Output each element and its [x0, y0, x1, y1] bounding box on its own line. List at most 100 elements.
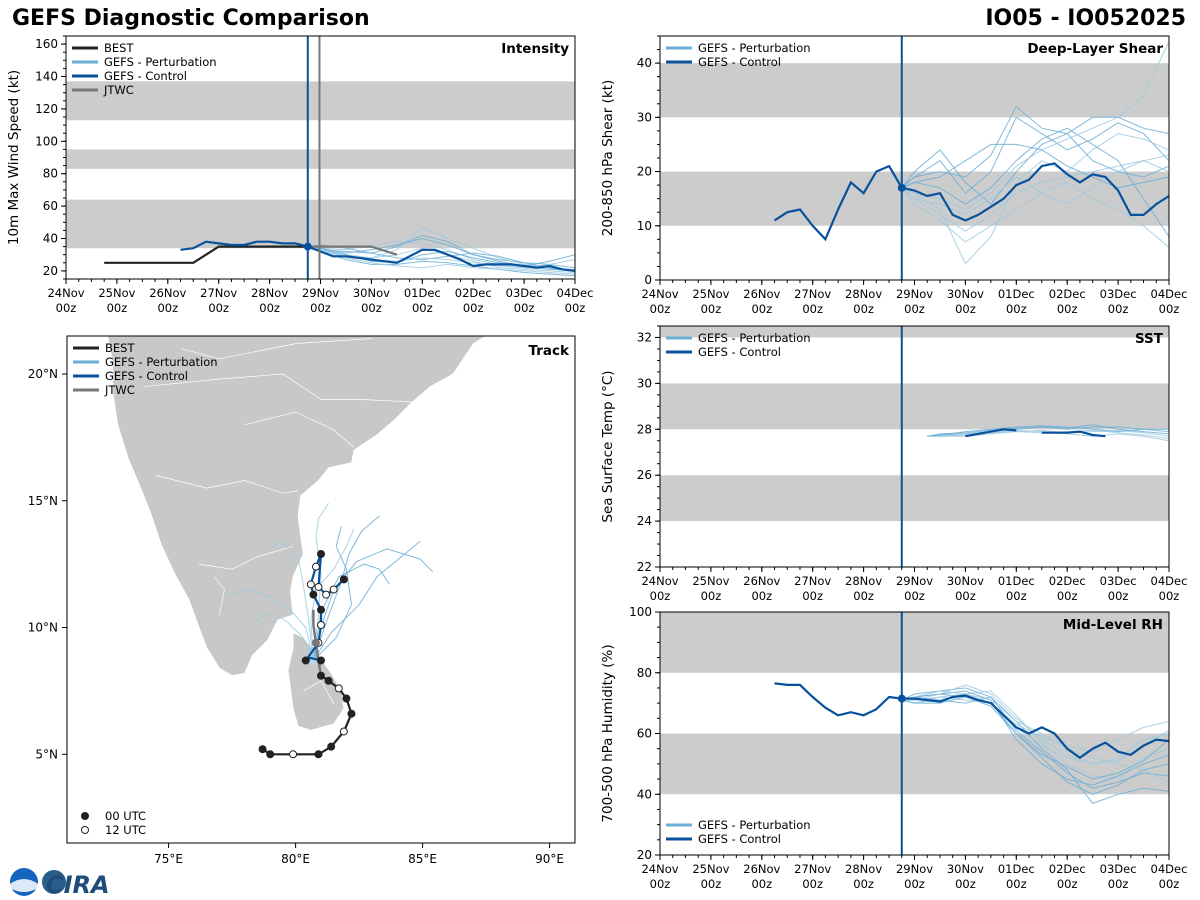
perturbation-track [312, 548, 434, 661]
map-area [67, 336, 487, 759]
x-tick-sublabel: 00z [1159, 589, 1180, 603]
x-tick-sublabel: 00z [1006, 877, 1027, 891]
y-tick-label: 40 [43, 232, 58, 246]
y-tick-label: 60 [43, 199, 58, 213]
y-tick-label: 30 [637, 110, 652, 124]
lon-tick-label: 80°E [281, 852, 310, 866]
lat-tick-label: 20°N [28, 367, 58, 381]
x-tick-sublabel: 00z [751, 302, 772, 316]
x-tick-label: 24Nov [641, 862, 678, 876]
x-tick-label: 26Nov [743, 862, 780, 876]
y-tick-label: 32 [637, 330, 652, 344]
y-tick-label: 30 [637, 376, 652, 390]
perturbation-line [307, 246, 575, 277]
x-tick-label: 27Nov [794, 862, 831, 876]
x-tick-label: 28Nov [251, 286, 288, 300]
legend-label: GEFS - Control [698, 345, 781, 359]
india-landmass [67, 336, 487, 677]
y-tick-label: 20 [43, 264, 58, 278]
x-tick-sublabel: 00z [701, 589, 722, 603]
state-border [214, 576, 225, 615]
best-line [104, 245, 308, 264]
perturbation-line [901, 696, 1169, 780]
x-tick-label: 30Nov [947, 287, 984, 301]
x-tick-sublabel: 00z [701, 877, 722, 891]
logo-text: CIRA [46, 871, 110, 898]
x-tick-sublabel: 00z [1108, 589, 1129, 603]
x-tick-label: 01Dec [998, 287, 1035, 301]
x-tick-label: 27Nov [794, 287, 831, 301]
x-tick-sublabel: 00z [1057, 589, 1078, 603]
control-line [965, 428, 1017, 438]
perturbation-line [901, 154, 1169, 216]
y-tick-label: 40 [637, 56, 652, 70]
legend-label: GEFS - Control [104, 69, 187, 83]
perturbation-line [901, 690, 1169, 783]
legend-label: GEFS - Control [105, 369, 188, 383]
best-track-point [347, 709, 356, 718]
x-tick-sublabel: 00z [853, 302, 874, 316]
perturbation-line [901, 684, 1169, 765]
x-tick-label: 27Nov [200, 286, 237, 300]
y-tick-label: 100 [629, 605, 652, 619]
perturbation-line [901, 693, 1169, 753]
perturbation-line [901, 160, 1169, 232]
best-track-point [314, 750, 323, 759]
init-marker [897, 183, 906, 192]
perturbation-line [901, 105, 1169, 189]
x-tick-sublabel: 00z [565, 301, 586, 315]
x-tick-sublabel: 00z [259, 301, 280, 315]
plot-area [104, 226, 575, 277]
legend-label: JTWC [104, 383, 135, 397]
x-tick-sublabel: 00z [802, 302, 823, 316]
globe-icon [42, 870, 66, 894]
y-axis-label: Sea Surface Temp (°C) [600, 370, 616, 522]
sst-chart: 22242628303224Nov00z25Nov00z26Nov00z27No… [600, 325, 1187, 603]
cira-logo: CIRA [10, 868, 110, 898]
x-tick-label: 03Dec [1100, 862, 1137, 876]
x-tick-label: 29Nov [896, 574, 933, 588]
y-tick-label: 20 [637, 848, 652, 862]
legend-label: GEFS - Control [698, 55, 781, 69]
x-tick-sublabel: 00z [1159, 302, 1180, 316]
perturbation-track [249, 611, 314, 661]
chart-title: Mid-Level RH [1063, 617, 1163, 633]
perturbation-line [307, 234, 575, 269]
y-tick-label: 100 [35, 134, 58, 148]
x-tick-label: 25Nov [98, 286, 135, 300]
x-tick-sublabel: 00z [650, 877, 671, 891]
perturbation-line [307, 246, 575, 267]
y-axis-label: 10m Max Wind Speed (kt) [6, 70, 22, 245]
perturbation-line [901, 181, 1169, 248]
x-tick-label: 28Nov [845, 287, 882, 301]
y-tick-label: 28 [637, 422, 652, 436]
x-tick-label: 28Nov [845, 574, 882, 588]
x-tick-label: 02Dec [1049, 287, 1086, 301]
x-tick-sublabel: 00z [751, 589, 772, 603]
x-tick-sublabel: 00z [514, 301, 535, 315]
perturbation-track [313, 525, 353, 661]
x-tick-label: 29Nov [896, 287, 933, 301]
plot-frame [659, 325, 1170, 568]
x-tick-label: 29Nov [896, 862, 933, 876]
x-tick-sublabel: 00z [802, 589, 823, 603]
x-tick-label: 24Nov [641, 287, 678, 301]
y-tick-label: 160 [35, 37, 58, 51]
y-tick-label: 80 [637, 666, 652, 680]
control-track-point [339, 575, 348, 584]
perturbation-line [901, 696, 1169, 789]
x-tick-sublabel: 00z [1006, 589, 1027, 603]
x-tick-label: 25Nov [692, 574, 729, 588]
rh-chart: 2040608010024Nov00z25Nov00z26Nov00z27Nov… [600, 605, 1188, 891]
x-tick-label: 03Dec [1100, 574, 1137, 588]
best-track-point [334, 684, 343, 693]
marker-legend-label: 00 UTC [105, 809, 146, 823]
perturbation-line [901, 41, 1169, 211]
x-tick-label: 04Dec [1151, 862, 1188, 876]
state-border [303, 680, 335, 704]
x-tick-label: 28Nov [845, 862, 882, 876]
x-tick-sublabel: 00z [650, 589, 671, 603]
lon-tick-label: 75°E [154, 852, 183, 866]
y-tick-label: 40 [637, 787, 652, 801]
y-axis-label: 200-850 hPa Shear (kt) [600, 80, 616, 237]
